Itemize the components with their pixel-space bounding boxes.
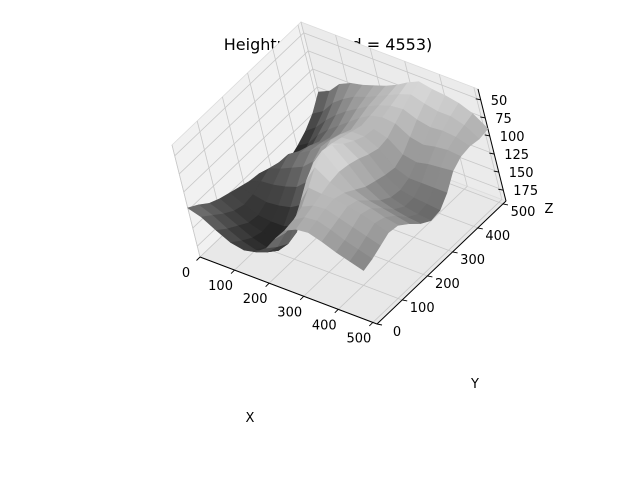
x-tick-mark: [369, 322, 374, 327]
y-tick-mark: [427, 275, 433, 278]
z-gridline: [187, 86, 318, 211]
x-tick-mark: [196, 256, 201, 261]
y-tick-mark: [402, 299, 408, 302]
x-tick-mark: [265, 282, 270, 287]
z-gridline: [174, 32, 304, 157]
y-tick-label: 0: [393, 325, 401, 340]
x-tick-label: 400: [312, 318, 337, 333]
y-tick-label: 200: [435, 277, 460, 292]
y-tick-label: 400: [485, 229, 510, 244]
x-axis-line: [199, 256, 378, 325]
y-tick-label: 100: [410, 301, 435, 316]
x-axis-label: X: [246, 411, 255, 426]
x-tick-label: 0: [182, 266, 190, 281]
z-tick-label: 125: [504, 148, 529, 163]
surface-facet: [349, 249, 373, 271]
x-gridline: [473, 87, 503, 200]
z-gridline: [183, 68, 314, 193]
z-tick-mark: [480, 116, 486, 119]
x-tick-label: 200: [243, 292, 268, 307]
y-axis-line: [376, 200, 507, 325]
y-tick-label: 300: [460, 253, 485, 268]
x-tick-mark: [230, 269, 235, 274]
x-gridline: [338, 186, 468, 310]
x-gridline: [372, 199, 503, 323]
z-tick-label: 50: [491, 94, 508, 109]
y-tick-mark: [477, 227, 483, 230]
y-gridline: [247, 72, 276, 186]
z-tick-label: 175: [513, 184, 538, 199]
z-tick-mark: [475, 98, 481, 101]
z-tick-label: 100: [500, 130, 525, 145]
z-axis-line: [477, 88, 507, 202]
y-tick-mark: [376, 323, 383, 326]
z-tick-label: 150: [509, 166, 534, 181]
z-tick-label: 75: [495, 112, 512, 127]
z-axis-label: Z: [545, 202, 554, 217]
x-tick-mark: [334, 309, 339, 314]
y-tick-mark: [502, 203, 509, 206]
x-tick-mark: [299, 295, 305, 301]
x-tick-label: 300: [277, 305, 302, 320]
z-tick-mark: [489, 152, 495, 155]
z-tick-mark: [493, 170, 499, 173]
y-gridline: [272, 48, 302, 162]
z-tick-mark: [484, 134, 490, 137]
y-tick-mark: [452, 251, 458, 254]
x-tick-label: 500: [346, 331, 371, 346]
y-tick-label: 500: [511, 205, 536, 220]
y-gridline: [171, 144, 201, 258]
y-axis-label: Y: [470, 377, 479, 392]
x-tick-label: 100: [208, 279, 233, 294]
z-gridline: [178, 50, 309, 175]
z-gridline: [303, 32, 481, 101]
z-tick-mark: [498, 188, 504, 191]
